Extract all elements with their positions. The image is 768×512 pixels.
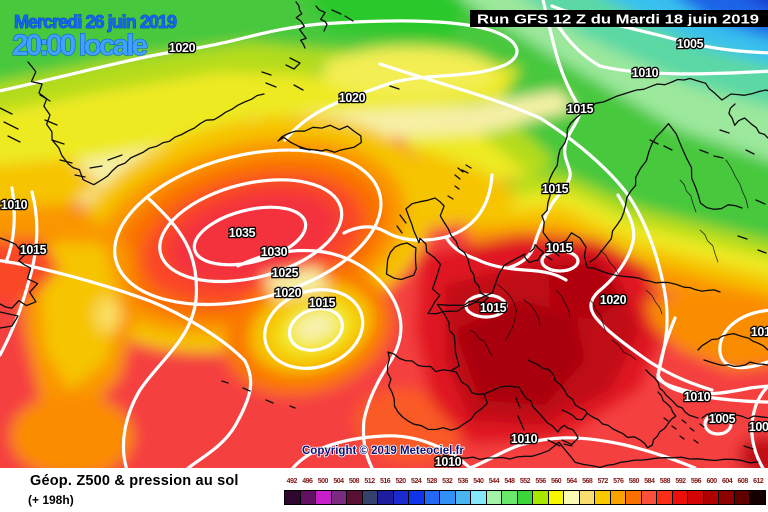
svg-text:1005: 1005	[709, 412, 736, 426]
svg-text:1020: 1020	[169, 41, 196, 55]
svg-text:Mercredi 26 juin 2019: Mercredi 26 juin 2019	[14, 12, 177, 32]
svg-text:1035: 1035	[229, 226, 256, 240]
svg-text:1015: 1015	[480, 301, 507, 315]
svg-text:1015: 1015	[20, 243, 47, 257]
svg-text:1005: 1005	[677, 37, 704, 51]
svg-text:1010: 1010	[684, 390, 711, 404]
svg-text:20:00 locale: 20:00 locale	[12, 29, 148, 62]
svg-text:1010: 1010	[511, 432, 538, 446]
svg-text:1030: 1030	[261, 245, 288, 259]
svg-text:1020: 1020	[600, 293, 627, 307]
svg-text:1015: 1015	[546, 241, 573, 255]
svg-text:Copyright © 2019 Meteociel.fr: Copyright © 2019 Meteociel.fr	[302, 445, 464, 457]
svg-text:1010: 1010	[751, 325, 768, 339]
svg-text:1020: 1020	[339, 91, 366, 105]
svg-text:1020: 1020	[275, 286, 302, 300]
svg-text:Run GFS 12 Z du Mardi 18 juin: Run GFS 12 Z du Mardi 18 juin 2019	[477, 12, 759, 27]
svg-text:1015: 1015	[567, 102, 594, 116]
svg-text:1025: 1025	[272, 266, 299, 280]
svg-text:1015: 1015	[542, 182, 569, 196]
svg-text:1010: 1010	[435, 455, 462, 468]
svg-text:1005: 1005	[749, 420, 768, 434]
svg-text:1015: 1015	[309, 296, 336, 310]
svg-text:1010: 1010	[1, 198, 28, 212]
svg-text:1010: 1010	[632, 66, 659, 80]
